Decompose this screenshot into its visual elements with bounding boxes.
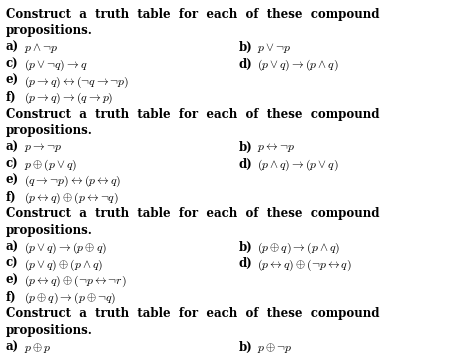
Text: a): a) bbox=[6, 341, 19, 354]
Text: Construct  a  truth  table  for  each  of  these  compound: Construct a truth table for each of thes… bbox=[6, 207, 378, 221]
Text: $p \leftrightarrow \neg p$: $p \leftrightarrow \neg p$ bbox=[256, 141, 294, 154]
Text: Construct  a  truth  table  for  each  of  these  compound: Construct a truth table for each of thes… bbox=[6, 307, 378, 320]
Text: a): a) bbox=[6, 141, 19, 154]
Text: f): f) bbox=[6, 91, 16, 104]
Text: c): c) bbox=[6, 257, 18, 270]
Text: e): e) bbox=[6, 174, 19, 187]
Text: c): c) bbox=[6, 58, 18, 71]
Text: $p \wedge \neg p$: $p \wedge \neg p$ bbox=[24, 41, 58, 55]
Text: b): b) bbox=[238, 341, 252, 354]
Text: d): d) bbox=[238, 257, 252, 270]
Text: b): b) bbox=[238, 41, 252, 54]
Text: Construct  a  truth  table  for  each  of  these  compound: Construct a truth table for each of thes… bbox=[6, 8, 378, 21]
Text: e): e) bbox=[6, 274, 19, 287]
Text: propositions.: propositions. bbox=[6, 24, 92, 38]
Text: propositions.: propositions. bbox=[6, 124, 92, 137]
Text: $(p \oplus q) \rightarrow (p \wedge q)$: $(p \oplus q) \rightarrow (p \wedge q)$ bbox=[256, 241, 339, 256]
Text: f): f) bbox=[6, 191, 16, 204]
Text: $(p \vee \neg q) \rightarrow q$: $(p \vee \neg q) \rightarrow q$ bbox=[24, 58, 87, 73]
Text: $(p \leftrightarrow q) \oplus (p \leftrightarrow \neg q)$: $(p \leftrightarrow q) \oplus (p \leftri… bbox=[24, 191, 119, 206]
Text: $(p \oplus q) \rightarrow (p \oplus \neg q)$: $(p \oplus q) \rightarrow (p \oplus \neg… bbox=[24, 291, 116, 306]
Text: $(p \vee q) \rightarrow (p \wedge q)$: $(p \vee q) \rightarrow (p \wedge q)$ bbox=[256, 58, 337, 73]
Text: $(p \leftrightarrow q) \oplus (\neg p \leftrightarrow \neg r)$: $(p \leftrightarrow q) \oplus (\neg p \l… bbox=[24, 274, 126, 289]
Text: $p \oplus \neg p$: $p \oplus \neg p$ bbox=[256, 341, 291, 354]
Text: c): c) bbox=[6, 158, 18, 171]
Text: $(p \vee q) \rightarrow (p \oplus q)$: $(p \vee q) \rightarrow (p \oplus q)$ bbox=[24, 241, 107, 256]
Text: f): f) bbox=[6, 291, 16, 304]
Text: Construct  a  truth  table  for  each  of  these  compound: Construct a truth table for each of thes… bbox=[6, 108, 378, 121]
Text: a): a) bbox=[6, 241, 19, 254]
Text: $(p \leftrightarrow q) \oplus (\neg p \leftrightarrow q)$: $(p \leftrightarrow q) \oplus (\neg p \l… bbox=[256, 257, 351, 273]
Text: propositions.: propositions. bbox=[6, 224, 92, 237]
Text: $p \rightarrow \neg p$: $p \rightarrow \neg p$ bbox=[24, 141, 62, 154]
Text: b): b) bbox=[238, 241, 252, 254]
Text: b): b) bbox=[238, 141, 252, 154]
Text: $p \vee \neg p$: $p \vee \neg p$ bbox=[256, 41, 290, 55]
Text: e): e) bbox=[6, 74, 19, 87]
Text: $(p \wedge q) \rightarrow (p \vee q)$: $(p \wedge q) \rightarrow (p \vee q)$ bbox=[256, 158, 337, 173]
Text: a): a) bbox=[6, 41, 19, 54]
Text: $(p \rightarrow q) \rightarrow (q \rightarrow p)$: $(p \rightarrow q) \rightarrow (q \right… bbox=[24, 91, 113, 106]
Text: d): d) bbox=[238, 158, 252, 171]
Text: d): d) bbox=[238, 58, 252, 71]
Text: propositions.: propositions. bbox=[6, 324, 92, 337]
Text: $(p \vee q) \oplus (p \wedge q)$: $(p \vee q) \oplus (p \wedge q)$ bbox=[24, 257, 103, 273]
Text: $p \oplus (p \vee q)$: $p \oplus (p \vee q)$ bbox=[24, 158, 77, 173]
Text: $(p \rightarrow q) \leftrightarrow (\neg q \rightarrow \neg p)$: $(p \rightarrow q) \leftrightarrow (\neg… bbox=[24, 74, 129, 90]
Text: $p \oplus p$: $p \oplus p$ bbox=[24, 341, 51, 354]
Text: $(q \rightarrow \neg p) \leftrightarrow (p \leftrightarrow q)$: $(q \rightarrow \neg p) \leftrightarrow … bbox=[24, 174, 121, 189]
